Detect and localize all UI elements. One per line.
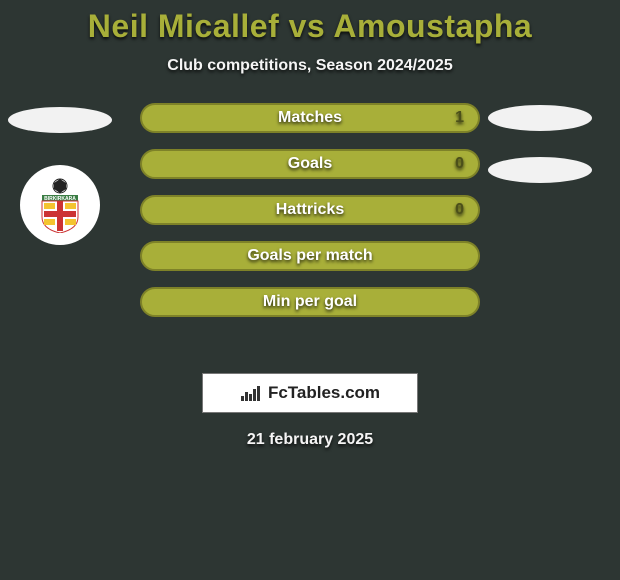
- stat-row-matches: Matches 1: [140, 103, 480, 133]
- stat-row-min-per-goal: Min per goal: [140, 287, 480, 317]
- stat-rows: Matches 1 Goals 0 Hattricks 0 Goals per …: [140, 103, 480, 333]
- date-label: 21 february 2025: [0, 431, 620, 449]
- stats-area: BIRKIRKARA Matches 1 Goals: [0, 103, 620, 363]
- stat-value-right: 1: [455, 109, 464, 127]
- player-left-ellipse: [8, 107, 112, 133]
- stat-row-goals: Goals 0: [140, 149, 480, 179]
- club-crest-left: BIRKIRKARA: [20, 165, 100, 245]
- brand-label: FcTables.com: [268, 383, 380, 403]
- stat-label: Min per goal: [263, 293, 357, 311]
- page-subtitle: Club competitions, Season 2024/2025: [0, 57, 620, 75]
- brand-box: FcTables.com: [202, 373, 418, 413]
- content-wrapper: Neil Micallef vs Amoustapha Club competi…: [0, 0, 620, 580]
- player-right-ellipse-2: [488, 157, 592, 183]
- stat-label: Goals per match: [247, 247, 372, 265]
- bars-icon: [240, 384, 262, 402]
- stat-row-goals-per-match: Goals per match: [140, 241, 480, 271]
- stat-label: Matches: [278, 109, 342, 127]
- stat-label: Hattricks: [276, 201, 344, 219]
- player-right-ellipse-1: [488, 105, 592, 131]
- stat-value-right: 0: [455, 155, 464, 173]
- crest-graphic: BIRKIRKARA: [32, 177, 88, 233]
- stat-label: Goals: [288, 155, 332, 173]
- page-title: Neil Micallef vs Amoustapha: [0, 0, 620, 45]
- stat-row-hattricks: Hattricks 0: [140, 195, 480, 225]
- stat-value-right: 0: [455, 201, 464, 219]
